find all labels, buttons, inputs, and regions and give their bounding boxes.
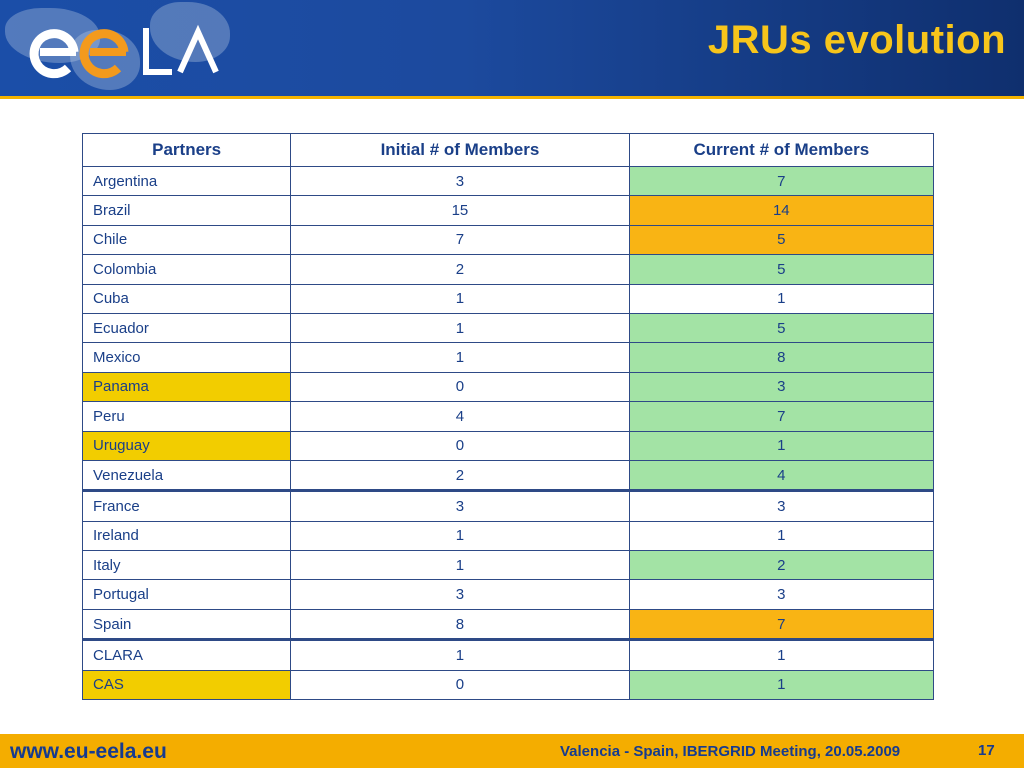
partner-cell: France: [81, 489, 292, 522]
initial-members-cell: 3: [290, 165, 630, 197]
eela-logo-icon: [29, 24, 219, 79]
partner-cell: Uruguay: [81, 430, 292, 461]
initial-members-cell: 0: [290, 669, 630, 701]
initial-members-cell: 1: [290, 550, 630, 581]
initial-members-cell: 1: [290, 312, 630, 344]
initial-members-cell: 3: [290, 489, 630, 522]
initial-members-cell: 2: [290, 254, 630, 285]
members-table: Partners Initial # of Members Current # …: [81, 133, 935, 701]
header-divider: [0, 96, 1024, 99]
footer-website-link[interactable]: www.eu-eela.eu: [10, 740, 167, 763]
initial-members-cell: 2: [290, 459, 630, 492]
partner-cell: Panama: [81, 371, 292, 403]
initial-members-cell: 7: [290, 224, 630, 256]
page-title: JRUs evolution: [707, 18, 1006, 62]
table-body: Argentina 3 7 Brazil 15 14 Chile 7 5 Colombia 2 5 Cu…: [81, 165, 935, 701]
table-row: Chile 7 5: [81, 224, 935, 256]
partner-cell: Cuba: [81, 283, 292, 314]
partner-cell: Spain: [81, 608, 292, 641]
current-members-cell: 5: [628, 312, 935, 344]
initial-members-cell: 1: [290, 638, 630, 671]
current-members-cell: 14: [628, 195, 935, 226]
partner-cell: Colombia: [81, 254, 292, 285]
initial-members-cell: 1: [290, 520, 630, 552]
table-row: Uruguay 0 1: [81, 430, 935, 461]
column-header-initial-members: Initial # of Members: [290, 133, 630, 167]
initial-members-cell: 0: [290, 371, 630, 403]
table-row: Ecuador 1 5: [81, 312, 935, 344]
current-members-cell: 3: [628, 579, 935, 610]
table-row: Italy 1 2: [81, 550, 935, 581]
table-row: CAS 0 1: [81, 669, 935, 701]
table-row: France 3 3: [81, 489, 935, 522]
table-header-row: Partners Initial # of Members Current # …: [81, 133, 935, 167]
table-row: Brazil 15 14: [81, 195, 935, 226]
table-row: Panama 0 3: [81, 371, 935, 403]
table-row: Cuba 1 1: [81, 283, 935, 314]
initial-members-cell: 0: [290, 430, 630, 461]
partner-cell: Chile: [81, 224, 292, 256]
table-row: Argentina 3 7: [81, 165, 935, 197]
partner-cell: CLARA: [81, 638, 292, 671]
slide-number: 17: [978, 742, 995, 759]
partner-cell: Brazil: [81, 195, 292, 226]
partner-cell: Peru: [81, 401, 292, 432]
partner-cell: Venezuela: [81, 459, 292, 492]
table-row: CLARA 1 1: [81, 638, 935, 671]
current-members-cell: 4: [628, 459, 935, 492]
initial-members-cell: 3: [290, 579, 630, 610]
partner-cell: Ecuador: [81, 312, 292, 344]
initial-members-cell: 4: [290, 401, 630, 432]
initial-members-cell: 1: [290, 342, 630, 373]
table-row: Venezuela 2 4: [81, 459, 935, 492]
table-row: Ireland 1 1: [81, 520, 935, 552]
partner-cell: Argentina: [81, 165, 292, 197]
initial-members-cell: 15: [290, 195, 630, 226]
current-members-cell: 1: [628, 430, 935, 461]
current-members-cell: 3: [628, 371, 935, 403]
current-members-cell: 5: [628, 254, 935, 285]
current-members-cell: 2: [628, 550, 935, 581]
current-members-cell: 8: [628, 342, 935, 373]
partner-cell: CAS: [81, 669, 292, 701]
current-members-cell: 1: [628, 520, 935, 552]
jru-table: Partners Initial # of Members Current # …: [81, 133, 935, 701]
current-members-cell: 5: [628, 224, 935, 256]
current-members-cell: 1: [628, 638, 935, 671]
table-row: Portugal 3 3: [81, 579, 935, 610]
table-row: Spain 8 7: [81, 608, 935, 641]
partner-cell: Italy: [81, 550, 292, 581]
table-row: Peru 4 7: [81, 401, 935, 432]
column-header-partners: Partners: [81, 133, 292, 167]
initial-members-cell: 1: [290, 283, 630, 314]
footer-meeting-info: Valencia - Spain, IBERGRID Meeting, 20.0…: [560, 743, 901, 760]
current-members-cell: 7: [628, 608, 935, 641]
current-members-cell: 1: [628, 283, 935, 314]
column-header-current-members: Current # of Members: [628, 133, 935, 167]
partner-cell: Portugal: [81, 579, 292, 610]
initial-members-cell: 8: [290, 608, 630, 641]
table-row: Colombia 2 5: [81, 254, 935, 285]
partner-cell: Mexico: [81, 342, 292, 373]
current-members-cell: 7: [628, 165, 935, 197]
current-members-cell: 7: [628, 401, 935, 432]
header-banner: JRUs evolution: [0, 0, 1024, 96]
table-row: Mexico 1 8: [81, 342, 935, 373]
current-members-cell: 3: [628, 489, 935, 522]
footer-bar: www.eu-eela.eu Valencia - Spain, IBERGRI…: [0, 734, 1024, 768]
partner-cell: Ireland: [81, 520, 292, 552]
current-members-cell: 1: [628, 669, 935, 701]
